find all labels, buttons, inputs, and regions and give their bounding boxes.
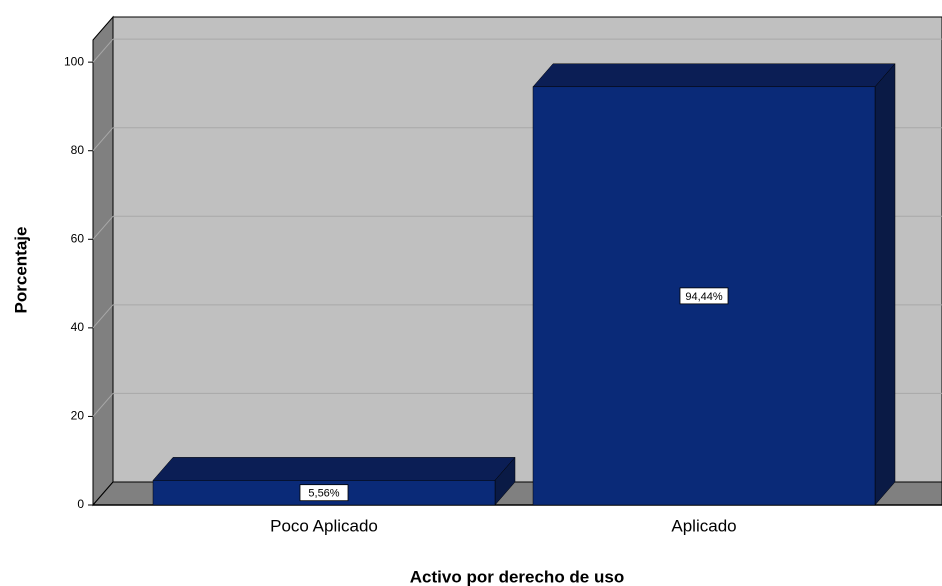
bar-side (874, 63, 896, 506)
y-tick-label: 80 (71, 143, 85, 157)
value-label: 5,56% (308, 488, 339, 500)
grid-line (92, 127, 114, 152)
value-label: 94,44% (685, 291, 723, 303)
grid-line (92, 38, 114, 63)
grid-line (92, 393, 114, 417)
value-label-box (299, 484, 349, 502)
grid-line (92, 304, 114, 329)
bar-top (532, 63, 896, 88)
x-tick-label: Poco Aplicado (270, 516, 378, 535)
y-tick-label: 20 (71, 409, 85, 423)
y-axis-title: Porcentaje (11, 227, 30, 314)
grid-line (92, 215, 114, 240)
y-tick-label: 60 (71, 231, 85, 245)
y-tick-label: 100 (64, 54, 84, 68)
y-tick-label: 0 (77, 497, 84, 511)
y-tick-label: 40 (71, 320, 85, 334)
value-label-box (679, 287, 729, 305)
left-wall (92, 15, 114, 507)
x-axis-title: Activo por derecho de uso (410, 567, 624, 586)
x-tick-label: Aplicado (671, 516, 736, 535)
bar-top (152, 457, 516, 481)
